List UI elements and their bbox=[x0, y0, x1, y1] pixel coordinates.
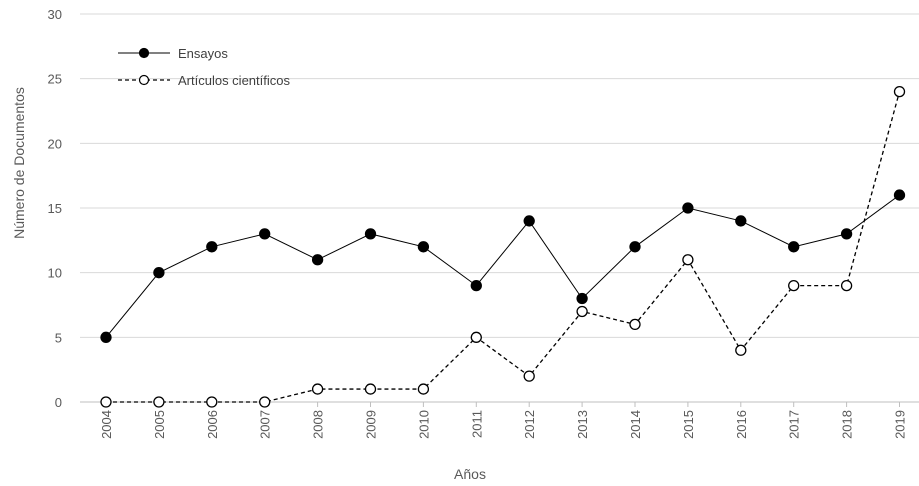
data-point-articulos bbox=[523, 370, 535, 382]
legend-marker-ensayos bbox=[138, 47, 150, 59]
x-tick-label: 2009 bbox=[364, 410, 379, 439]
gridlines bbox=[80, 13, 919, 338]
data-point-ensayos bbox=[893, 189, 906, 201]
data-point-articulos bbox=[206, 396, 218, 408]
x-tick-label: 2015 bbox=[681, 410, 696, 439]
x-axis-ticks: 2004 2005 2006 2007 2008 2009 2010 2011 2012 2013… bbox=[99, 402, 908, 439]
legend-label-ensayos: Ensayos bbox=[178, 46, 228, 61]
legend: Ensayos Artículos científicos bbox=[118, 46, 290, 88]
data-point-articulos bbox=[576, 305, 588, 318]
data-point-ensayos bbox=[629, 241, 641, 253]
data-point-ensayos bbox=[259, 228, 271, 240]
data-point-articulos bbox=[311, 383, 324, 395]
data-point-ensayos bbox=[840, 228, 853, 240]
data-point-articulos bbox=[470, 331, 482, 343]
y-tick-label: 0 bbox=[55, 395, 62, 410]
y-tick-label: 20 bbox=[48, 136, 62, 151]
data-point-ensayos bbox=[682, 202, 694, 214]
x-tick-label: 2012 bbox=[522, 410, 537, 439]
data-point-ensayos bbox=[523, 215, 535, 227]
x-tick-label: 2007 bbox=[258, 410, 273, 439]
legend-label-articulos: Artículos científicos bbox=[178, 73, 290, 88]
data-point-articulos bbox=[364, 383, 377, 395]
x-tick-label: 2010 bbox=[416, 410, 431, 439]
x-tick-label: 2013 bbox=[575, 410, 590, 439]
x-axis-title: Años bbox=[454, 466, 486, 482]
data-point-articulos bbox=[629, 318, 641, 331]
data-point-ensayos bbox=[311, 254, 324, 266]
data-point-articulos bbox=[100, 396, 112, 408]
y-tick-label: 15 bbox=[48, 201, 62, 216]
data-point-ensayos bbox=[100, 331, 112, 343]
data-point-ensayos bbox=[153, 267, 165, 279]
y-tick-label: 25 bbox=[48, 72, 62, 87]
legend-marker-articulos bbox=[138, 74, 150, 86]
data-point-ensayos bbox=[735, 215, 747, 227]
x-tick-label: 2017 bbox=[787, 410, 802, 439]
series-line-ensayos bbox=[105, 194, 900, 338]
x-tick-label: 2006 bbox=[205, 410, 220, 439]
y-axis-ticks: 0 5 10 15 20 25 30 bbox=[48, 7, 62, 410]
x-tick-label: 2008 bbox=[311, 410, 326, 439]
data-point-articulos bbox=[893, 85, 906, 98]
x-tick-label: 2014 bbox=[628, 410, 643, 439]
data-point-ensayos bbox=[206, 241, 218, 253]
data-point-articulos bbox=[417, 383, 430, 395]
data-point-articulos bbox=[682, 254, 694, 266]
data-point-articulos bbox=[735, 344, 747, 356]
data-point-ensayos bbox=[417, 241, 430, 253]
series-line-articulos bbox=[106, 91, 901, 403]
legend-item-articulos: Artículos científicos bbox=[118, 73, 290, 88]
x-tick-label: 2004 bbox=[99, 410, 114, 439]
y-tick-label: 10 bbox=[48, 266, 62, 281]
series-group bbox=[100, 85, 906, 408]
legend-item-ensayos: Ensayos bbox=[118, 46, 228, 61]
x-tick-label: 2016 bbox=[734, 410, 749, 439]
data-point-articulos bbox=[788, 279, 800, 292]
data-point-articulos bbox=[259, 396, 271, 408]
data-point-ensayos bbox=[364, 228, 377, 240]
y-axis-title: Número de Documentos bbox=[11, 87, 27, 239]
data-point-ensayos bbox=[788, 241, 800, 253]
y-tick-label: 30 bbox=[48, 7, 62, 22]
data-point-ensayos bbox=[576, 292, 588, 305]
y-tick-label: 5 bbox=[55, 330, 62, 345]
x-tick-label: 2005 bbox=[152, 410, 167, 439]
data-point-ensayos bbox=[470, 279, 482, 292]
x-tick-label: 2018 bbox=[840, 410, 855, 439]
x-tick-label: 2011 bbox=[469, 410, 484, 438]
x-tick-label: 2019 bbox=[893, 410, 908, 439]
data-point-articulos bbox=[153, 396, 165, 408]
data-point-articulos bbox=[840, 279, 853, 292]
